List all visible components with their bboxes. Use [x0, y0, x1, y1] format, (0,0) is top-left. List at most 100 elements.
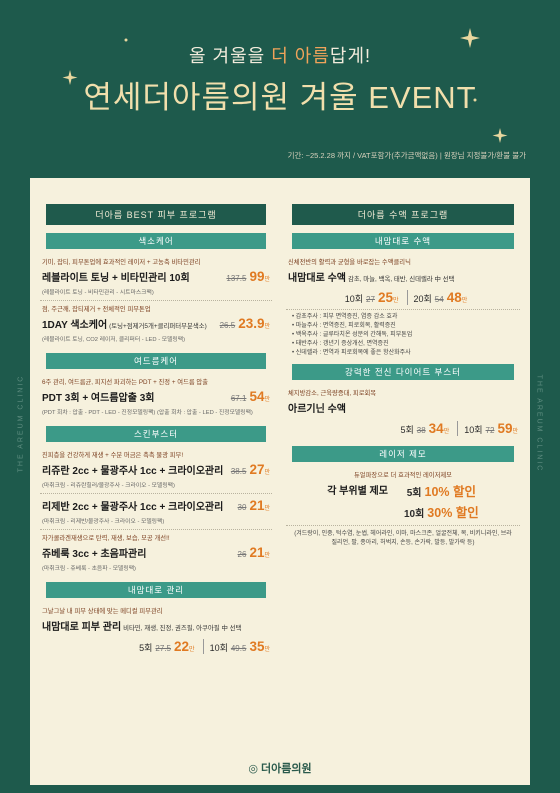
section-heading: 여드름케어: [46, 353, 266, 369]
item: 점, 주근깨, 잡티제거 + 전체적인 피부톤업 1DAY 색소케어 (토닝+점제거…: [40, 301, 272, 347]
bullet: 태반주사 : 갱년기 증상개선, 면역증진: [292, 340, 514, 349]
item-detail: (마취크림 - 리제반/물광주사 - 크라이오 - 모델링팩): [42, 519, 165, 525]
item-desc: 진피층을 건강하게 재생 + 수분 머금은 촉촉 물광 피부!: [42, 452, 184, 459]
section-heading: 내맘대로 관리: [46, 582, 266, 598]
period-note: 기간: ~25.2.28 까지 / VAT포함가(추가금액없음) | 원장님 지…: [287, 151, 526, 160]
unit: 만: [264, 647, 270, 653]
title: 연세더아름의원 겨울 EVENT: [83, 80, 477, 115]
section: 강력한 전신 다이어트 부스터 체지방감소, 근육량증대, 피로회복 아르기닌 수액…: [286, 364, 520, 440]
old-price: 30: [237, 503, 247, 512]
subtitle: 올 겨울을 더 아름답게!: [0, 42, 560, 68]
item-desc: 신체전반의 활력과 균형을 바로잡는 수액클리닉: [288, 259, 411, 266]
bullet: 신데렐라 : 면역과 피로회복에 좋은 항산화주사: [292, 349, 514, 358]
option: 5회 10% 할인: [398, 481, 479, 500]
item-row: 각 부위별 제모 5회 10% 할인 10회 30% 할인: [288, 481, 518, 521]
options: 5회 27.5 22만 10회 49.5 35만: [42, 639, 270, 654]
section: 스킨부스터 진피층을 건강하게 재생 + 수분 머금은 촉촉 물광 피부! 리쥬란 …: [40, 426, 272, 576]
unit: 만: [264, 324, 270, 330]
item-detail: (레블라이트 토닝 - 비타민관리 - 시트마스크팩): [42, 290, 154, 296]
item-row: 내맘대로 피부 관리 비타민, 재생, 진정, 권즈필, 아쿠아필 中 선택: [42, 617, 270, 635]
price-group: 67.1 54만: [231, 388, 270, 406]
name-wrap: PDT 3회 + 여드름압출 3회: [42, 388, 154, 406]
unit: 만: [264, 277, 270, 283]
price: 27: [249, 462, 265, 477]
price: 21: [249, 498, 265, 513]
section-heading: 색소케어: [46, 233, 266, 249]
old-price: 49.5: [230, 644, 247, 653]
item-name-sub: (토닝+점제거5개+클리퍼터부분색소): [109, 323, 207, 330]
unit: 만: [264, 397, 270, 403]
price: 10% 할인: [424, 485, 477, 499]
options: 5회 10% 할인 10회 30% 할인: [398, 481, 479, 521]
count: 5회: [406, 488, 422, 499]
old-price: 67.1: [230, 394, 247, 403]
side-text: THE AREUM CLINIC: [535, 374, 543, 473]
item-desc: 자가콜라겐재생으로 탄력, 재생, 보습, 모공 개선!!: [42, 535, 170, 542]
column-title: 더아름 BEST 피부 프로그램: [46, 204, 266, 225]
column-title: 더아름 수액 프로그램: [292, 204, 514, 225]
name-wrap: 내맘대로 피부 관리 비타민, 재생, 진정, 권즈필, 아쿠아필 中 선택: [42, 617, 241, 635]
item-name: 리쥬란 2cc + 물광주사 1cc + 크라이오관리: [42, 466, 224, 477]
old-price: 26: [237, 550, 247, 559]
old-price: 26.5: [219, 321, 236, 330]
item-desc: 듀얼파장으로 더 효과적인 레이저제모: [354, 472, 452, 479]
item-row: 1DAY 색소케어 (토닝+점제거5개+클리퍼터부분색소) 26.5 23.9만: [42, 315, 270, 333]
price: 34: [428, 421, 444, 436]
price: 22: [174, 639, 190, 654]
bullet: 마늘주사 : 면역증진, 피로회복, 활력증진: [292, 322, 514, 331]
item-detail: (레블라이트 토닝, CO2 레이저, 클리퍼터 - LED - 모델링팩): [42, 337, 186, 343]
price: 59: [497, 421, 513, 436]
old-price: 38.5: [230, 467, 247, 476]
side-text: THE AREUM CLINIC: [17, 374, 25, 473]
option: 20회 54 48만: [406, 290, 468, 305]
item-name: 아르기닌 수액: [288, 404, 346, 415]
unit: 만: [264, 506, 270, 512]
item-row: 쥬베룩 3cc + 초음파관리 26 21만: [42, 544, 270, 562]
options: 5회 38 34만 10회 72 59만: [288, 421, 518, 436]
unit: 만: [264, 553, 270, 559]
item-desc: 체지방감소, 근육량증대, 피로회복: [288, 390, 377, 397]
price-group: 38.5 27만: [231, 461, 270, 479]
name-wrap: 레블라이트 토닝 + 비타민관리 10회: [42, 268, 190, 286]
item: 진피층을 건강하게 재생 + 수분 머금은 촉촉 물광 피부! 리쥬란 2cc +…: [40, 447, 272, 494]
price: 23.9: [238, 316, 265, 331]
item-desc: 그날그날 내 피부 상태에 맞는 메디컬 피부관리: [42, 608, 163, 615]
price: 48: [446, 290, 462, 305]
item-row: 리제반 2cc + 물광주사 1cc + 크라이오관리 30 21만: [42, 497, 270, 515]
option: 10회 49.5 35만: [202, 639, 270, 654]
name-wrap: 내맘대로 수액 감초, 마늘, 백옥, 태반, 신데렐라 中 선택: [288, 268, 454, 286]
section-heading: 레이저 제모: [292, 446, 514, 462]
price-group: 26.5 23.9만: [220, 315, 270, 333]
item-name: 각 부위별 제모: [327, 486, 388, 497]
logo-text: 더아름의원: [261, 763, 312, 775]
bullet: 백옥주사 : 글루타치온 성분의 간해독, 피부톤업: [292, 331, 514, 340]
old-price: 72: [485, 426, 495, 435]
subtitle-highlight: 더 아름: [271, 46, 330, 66]
count: 10회: [209, 643, 228, 653]
unit: 만: [443, 429, 450, 435]
section-note: (겨드랑이, 인중, 턱수염, 눈썹, 헤어라인, 이마, 마스크존, 얼굴전체…: [294, 531, 512, 546]
name-wrap: 아르기닌 수액: [288, 399, 346, 417]
unit: 만: [392, 298, 399, 304]
subtitle-part: 답게!: [329, 46, 372, 66]
count: 20회: [413, 294, 432, 304]
option: 10회 72 59만: [457, 421, 518, 436]
count: 5회: [400, 425, 414, 435]
item-desc: 기미, 잡티, 피부톤업에 효과적인 레이저 + 고농축 비타민관리: [42, 259, 201, 266]
option: 5회 38 34만: [394, 421, 449, 436]
section: 내맘대로 수액 신체전반의 활력과 균형을 바로잡는 수액클리닉 내맘대로 수액 감초…: [286, 233, 520, 358]
price: 30% 할인: [427, 506, 479, 520]
logo: ◎ 더아름의원: [248, 763, 312, 775]
unit: 만: [461, 298, 468, 304]
old-price: 137.5: [226, 274, 247, 283]
item-desc: 6주 관리, 여드름균, 피지선 파괴하는 PDT + 진정 + 여드름 압출: [42, 379, 208, 386]
